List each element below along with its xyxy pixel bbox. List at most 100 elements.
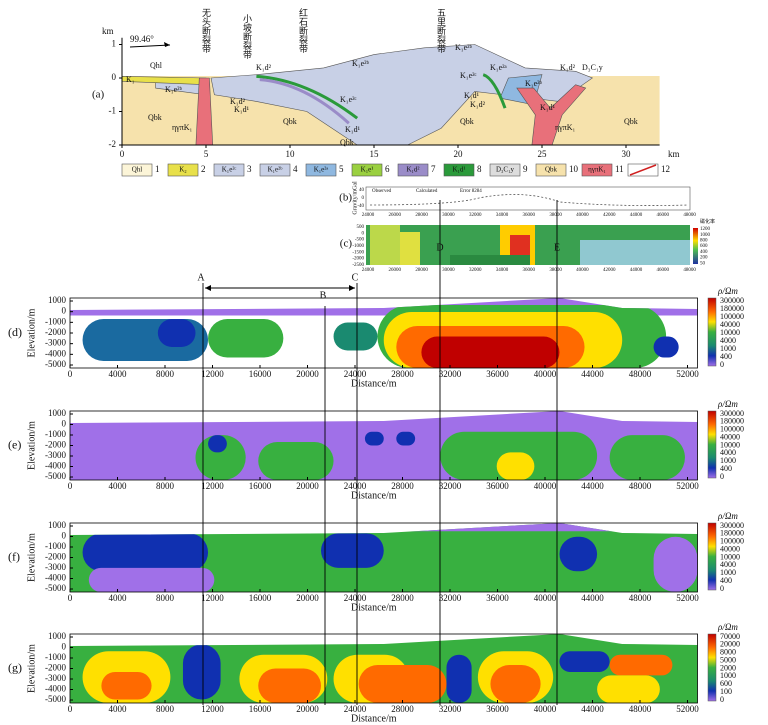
y-tick-label: 0 — [62, 642, 67, 652]
x-tick-label: 40000 — [534, 369, 557, 379]
y-tick-label: -4000 — [45, 573, 66, 583]
colorbar — [707, 297, 717, 367]
y-tick-label: -5000 — [45, 694, 66, 704]
fault-label: 红石断裂带 — [298, 7, 308, 54]
y-tick-label: 1000 — [48, 295, 67, 305]
contour-region — [496, 452, 535, 480]
legend-swatch — [121, 163, 153, 177]
contour-region — [609, 654, 673, 676]
unit-label: Qbk — [624, 117, 638, 126]
legend-swatch — [305, 163, 337, 177]
x-tick-label: 42000 — [603, 268, 616, 273]
x-tick-label: 28000 — [415, 213, 428, 218]
unit-label: K₁e²ᵃ — [490, 63, 508, 72]
unit-label: K₁d² — [560, 63, 576, 72]
x-tick-label: 48000 — [683, 213, 696, 218]
x-tick-label: 40000 — [534, 593, 557, 603]
y-tick-label: -2000 — [45, 663, 66, 673]
contour-region — [101, 671, 152, 700]
y-tick-label: 0 — [112, 72, 117, 82]
contour-region — [490, 665, 541, 703]
colorbar-tick: 600 — [700, 244, 708, 249]
colorbar — [707, 410, 717, 479]
x-tick-label: 12000 — [201, 704, 224, 714]
panel-label: (b) — [339, 192, 352, 204]
colorbar-tick: 40000 — [720, 320, 740, 329]
model-block — [400, 232, 420, 265]
x-axis-label: Distance/m — [351, 378, 397, 389]
x-tick-label: 30 — [622, 149, 632, 159]
contour-region — [321, 533, 384, 568]
legend-number: 6 — [385, 164, 390, 174]
section-image — [70, 411, 698, 480]
y-tick-label: 0 — [62, 531, 67, 541]
unit-label: K₁ — [126, 75, 135, 84]
x-tick-label: 32000 — [439, 593, 462, 603]
panel-label: (e) — [8, 437, 21, 451]
x-tick-label: 0 — [68, 481, 73, 491]
panel-label: (c) — [340, 238, 353, 250]
unit-label: Qbk — [148, 113, 162, 122]
y-tick-label: 500 — [357, 225, 365, 230]
unit-label: K₁e²ᵇ — [455, 43, 473, 52]
colorbar-tick: 1200 — [700, 227, 711, 232]
unit-k1d — [256, 74, 359, 120]
y-tick-label: -500 — [355, 238, 365, 243]
colorbar-title: ρ/Ωm — [717, 622, 738, 632]
legend-label: D₃C₁y — [496, 166, 515, 174]
x-tick-label: 26000 — [389, 268, 402, 273]
x-tick-label: 15 — [370, 149, 380, 159]
colorbar-tick: 300000 — [720, 409, 744, 418]
legend-label: K₁e¹ — [361, 166, 374, 174]
unit-label: Qbk — [340, 138, 354, 147]
legend-label: Qbk — [545, 166, 558, 174]
colorbar-tick: 180000 — [720, 417, 744, 426]
x-tick-label: 44000 — [630, 213, 643, 218]
legend-number: 1 — [155, 164, 160, 174]
x-tick-label: 0 — [68, 704, 73, 714]
x-tick-label: 32000 — [439, 481, 462, 491]
colorbar-title: ρ/Ωm — [717, 511, 738, 521]
legend-label: K₁d² — [406, 166, 419, 174]
legend-label: K₁d¹ — [452, 166, 465, 174]
x-tick-label: 24000 — [344, 593, 367, 603]
marker-label: B — [320, 290, 327, 301]
contour-region — [653, 336, 679, 358]
unit-label: K₁d¹ — [464, 91, 480, 100]
colorbar-tick: 40000 — [720, 544, 740, 553]
y-tick-label: 0 — [362, 196, 365, 201]
x-tick-label: 20000 — [296, 481, 319, 491]
panel-label: (a) — [92, 89, 105, 101]
y-tick-label: -2000 — [45, 552, 66, 562]
unit-label: K₁e²ᵇ — [165, 85, 183, 94]
unit-label: K₁d¹ — [540, 103, 556, 112]
x-tick-label: 32000 — [439, 369, 462, 379]
y-tick-label: -4000 — [45, 684, 66, 694]
legend-number: 8 — [477, 164, 482, 174]
axis-unit: km — [668, 149, 680, 159]
contour-region — [208, 319, 284, 358]
x-tick-label: 4000 — [109, 369, 128, 379]
x-tick-label: 0 — [68, 593, 73, 603]
legend-number: 11 — [615, 164, 624, 174]
arrow-head — [164, 42, 170, 47]
contour-region — [182, 644, 221, 700]
colorbar — [707, 522, 717, 591]
y-tick-label: -2 — [109, 139, 117, 149]
contour-region — [559, 536, 598, 572]
x-tick-label: 48000 — [629, 593, 652, 603]
x-tick-label: 24000 — [344, 369, 367, 379]
unit-label: K₁e²ᶜ — [340, 95, 357, 104]
legend-swatch — [443, 163, 475, 177]
legend-number: 2 — [201, 164, 206, 174]
legend-number: 9 — [523, 164, 528, 174]
legend-number: 10 — [569, 164, 579, 174]
legend-swatch — [581, 163, 613, 177]
x-axis-label: Distance/m — [351, 602, 397, 613]
x-tick-label: 28000 — [415, 268, 428, 273]
y-tick-label: -40 — [357, 204, 364, 209]
y-axis-label: Elevation/m — [26, 308, 37, 357]
colorbar-tick: 0 — [720, 472, 724, 481]
contour-region — [70, 523, 698, 532]
